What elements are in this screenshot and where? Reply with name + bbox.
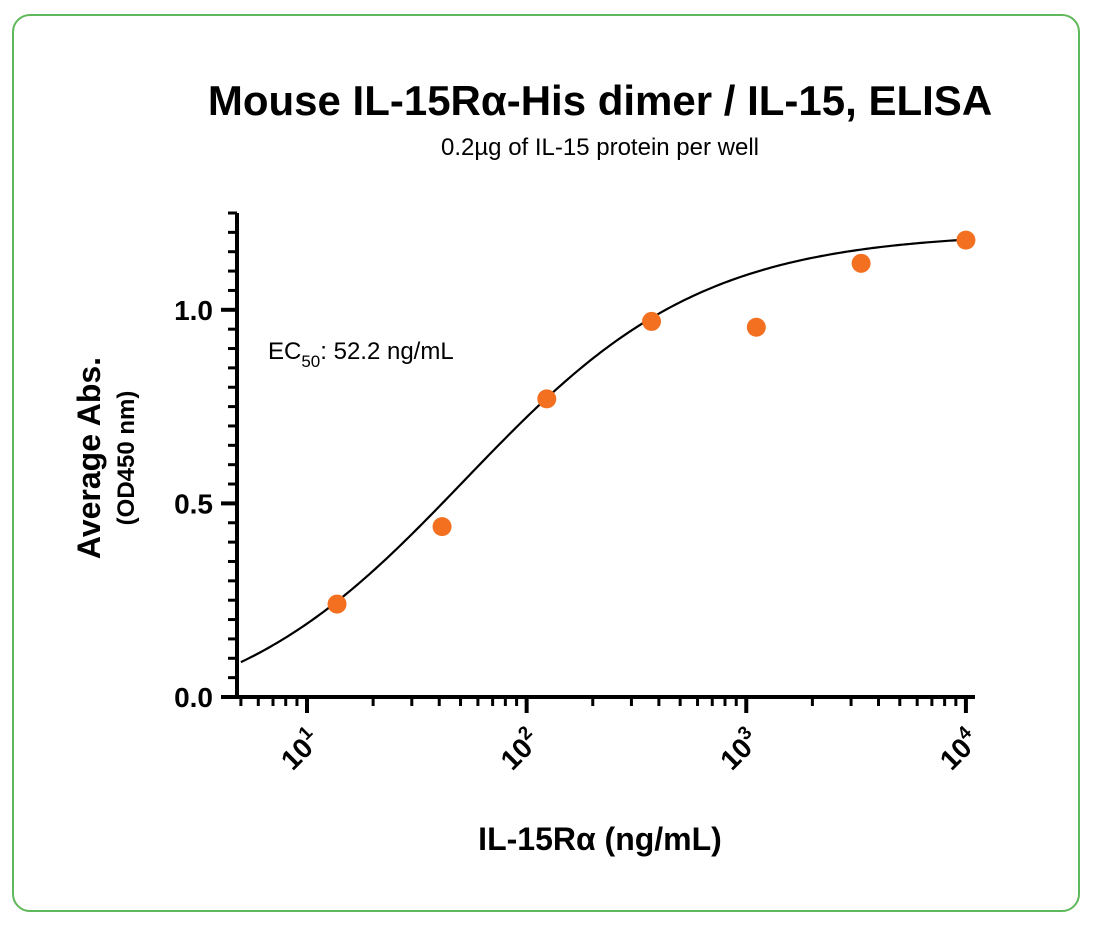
- x-axis: 101 102 103 104: [235, 695, 986, 776]
- fit-curve-layer: [240, 238, 966, 664]
- data-point: [746, 317, 766, 337]
- y-axis-title-group: Average Abs. (OD450 nm): [71, 357, 140, 559]
- chart-title: Mouse IL-15Rα-His dimer / IL-15, ELISA: [208, 77, 992, 124]
- x-tick-label: 101: [273, 722, 327, 776]
- y-tick-label: 0.5: [174, 488, 213, 519]
- data-points: [327, 230, 976, 614]
- x-tick-label-group: 101: [273, 722, 327, 776]
- y-axis: 0.0 0.5 1.0: [174, 211, 239, 713]
- ec50-value: : 52.2 ng/mL: [320, 338, 453, 365]
- y-tick-label: 0.0: [174, 682, 213, 713]
- x-tick-label: 102: [492, 722, 546, 776]
- chart-subtitle: 0.2µg of IL-15 protein per well: [441, 134, 759, 161]
- x-tick-label-group: 102: [492, 722, 546, 776]
- x-tick-label-group: 103: [712, 722, 766, 776]
- ec50-prefix: EC: [268, 338, 301, 365]
- data-point: [851, 253, 871, 273]
- data-point: [432, 517, 452, 537]
- chart-frame: [12, 14, 1080, 912]
- x-tick-label: 103: [712, 722, 766, 776]
- data-point: [956, 230, 976, 250]
- x-axis-title: IL-15Rα (ng/mL): [478, 821, 722, 857]
- data-point: [642, 311, 662, 331]
- data-point: [327, 594, 347, 614]
- x-tick-label-group: 104: [932, 722, 986, 776]
- x-tick-label: 104: [932, 722, 986, 776]
- y-axis-title: Average Abs.: [71, 357, 107, 559]
- y-axis-subtitle: (OD450 nm): [113, 391, 140, 526]
- ec50-subscript: 50: [301, 352, 320, 371]
- y-tick-label: 1.0: [174, 295, 213, 326]
- ec50-annotation: EC50: 52.2 ng/mL: [268, 338, 454, 371]
- data-point: [537, 389, 557, 409]
- fit-curve: [240, 238, 966, 664]
